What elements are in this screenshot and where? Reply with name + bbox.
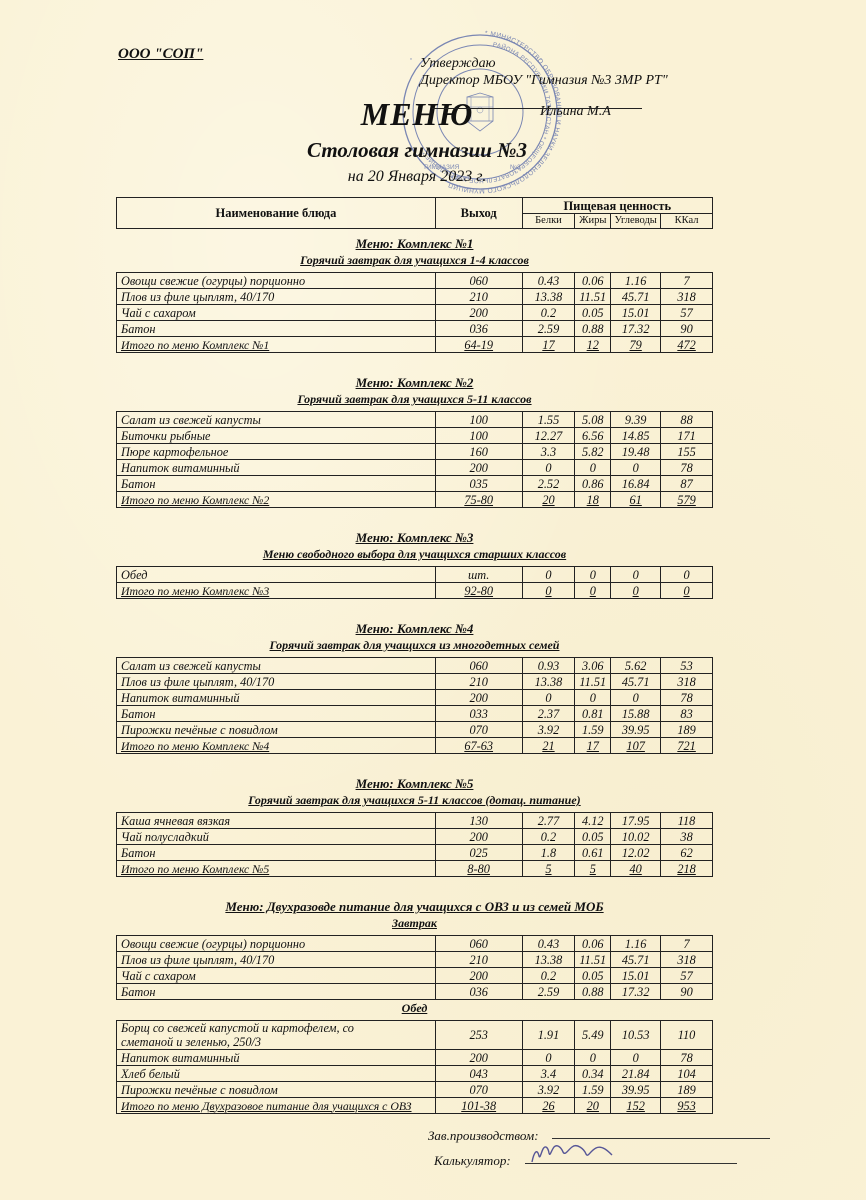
svg-text:*: *: [410, 58, 412, 64]
